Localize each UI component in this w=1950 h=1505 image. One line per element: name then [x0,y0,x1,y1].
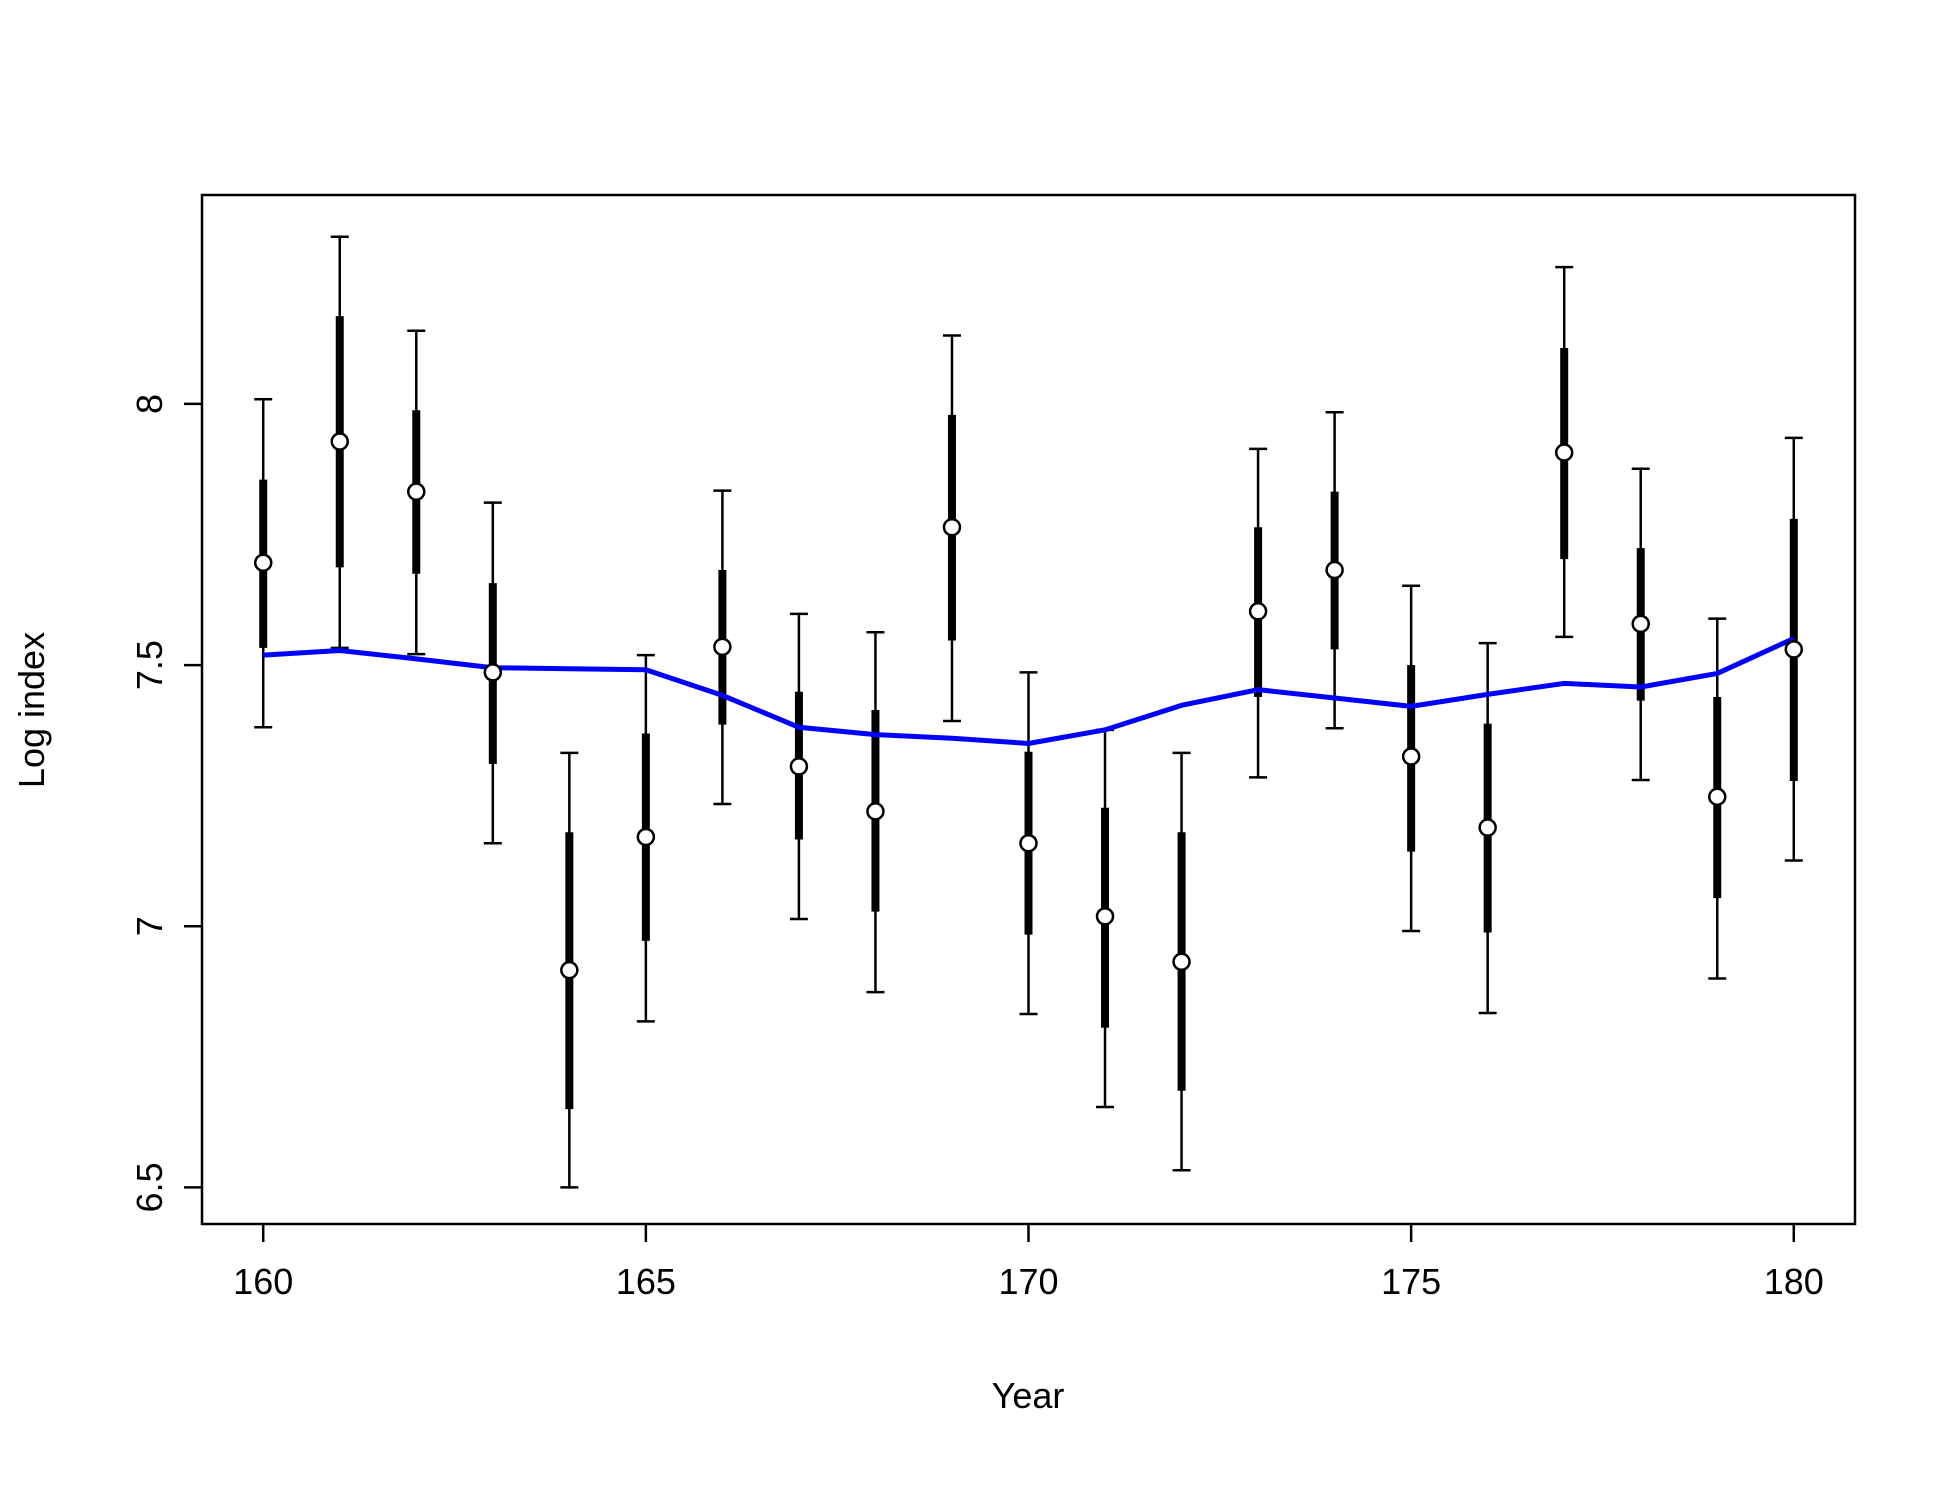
x-tick-label: 160 [233,1261,293,1302]
point [330,432,349,451]
point [1784,640,1804,659]
point [713,637,732,657]
y-tick-label: 6.5 [129,1162,170,1212]
fit-line [263,636,1795,746]
point [1401,747,1421,766]
point [1019,833,1038,853]
point [1554,443,1574,462]
y-tick-label: 7.5 [129,640,170,690]
point [1631,614,1650,634]
point [942,517,962,537]
point [253,553,273,572]
point [1172,952,1191,972]
point [789,757,809,776]
point [483,663,503,682]
point [866,802,885,821]
x-axis-label: Year [992,1375,1065,1416]
point [1248,602,1268,621]
point [1095,907,1115,926]
x-tick-label: 180 [1764,1261,1824,1302]
y-tick-label: 7 [129,916,170,936]
point [1478,818,1497,837]
point [1708,787,1727,806]
y-axis-label: Log index [11,632,52,788]
point [1325,560,1344,580]
x-tick-label: 175 [1381,1261,1441,1302]
point [407,482,426,501]
x-tick-label: 170 [998,1261,1058,1302]
point [636,827,656,847]
y-tick-label: 8 [129,394,170,414]
point [560,960,579,980]
x-tick-label: 165 [616,1261,676,1302]
